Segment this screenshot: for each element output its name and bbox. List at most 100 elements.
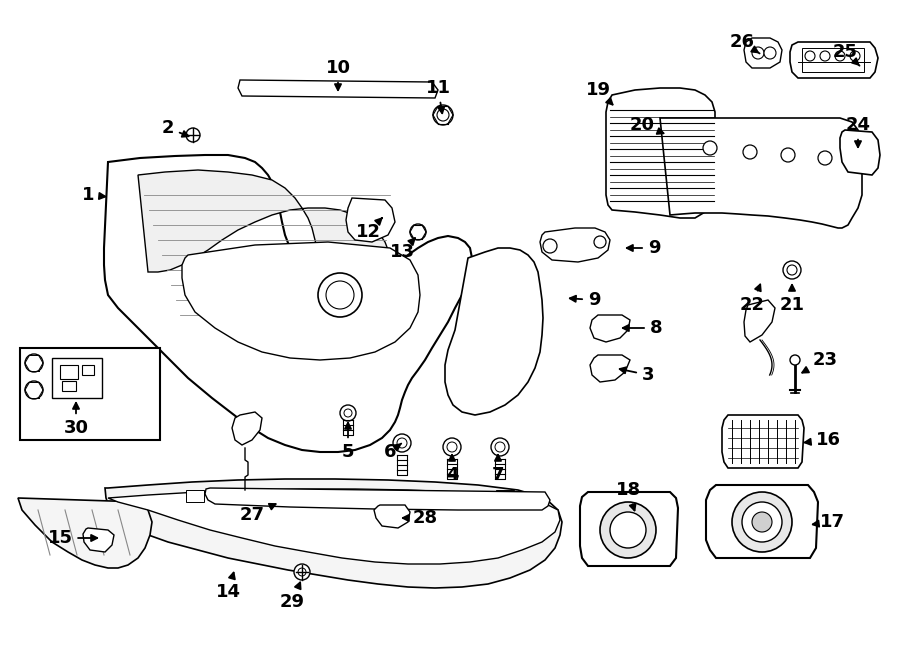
Circle shape [344, 409, 352, 417]
Circle shape [186, 128, 200, 142]
Circle shape [752, 47, 764, 59]
Circle shape [732, 492, 792, 552]
Polygon shape [540, 228, 610, 262]
Text: 25: 25 [832, 43, 859, 66]
Text: 28: 28 [403, 509, 437, 527]
Text: 4: 4 [446, 455, 458, 484]
Circle shape [594, 236, 606, 248]
Polygon shape [590, 355, 630, 382]
Circle shape [742, 502, 782, 542]
Text: 17: 17 [813, 513, 844, 531]
Circle shape [25, 381, 43, 399]
Circle shape [610, 512, 646, 548]
Text: 9: 9 [626, 239, 661, 257]
Polygon shape [580, 492, 678, 566]
Circle shape [600, 502, 656, 558]
Bar [20, 348, 160, 440]
Circle shape [703, 141, 717, 155]
Circle shape [437, 109, 449, 121]
Polygon shape [840, 130, 880, 175]
Circle shape [25, 354, 43, 372]
Text: 5: 5 [342, 423, 355, 461]
Polygon shape [346, 198, 395, 242]
Circle shape [410, 224, 426, 240]
Circle shape [491, 438, 509, 456]
Polygon shape [261, 490, 279, 502]
Polygon shape [606, 88, 715, 218]
Polygon shape [232, 412, 262, 445]
Polygon shape [445, 248, 543, 415]
Text: 12: 12 [356, 218, 382, 241]
Circle shape [443, 438, 461, 456]
Text: 3: 3 [620, 366, 654, 384]
Circle shape [447, 442, 457, 452]
Circle shape [326, 281, 354, 309]
Circle shape [752, 512, 772, 532]
Text: 9: 9 [570, 291, 600, 309]
Circle shape [790, 355, 800, 365]
Circle shape [835, 51, 845, 61]
Circle shape [787, 265, 797, 275]
Circle shape [543, 239, 557, 253]
Circle shape [805, 51, 815, 61]
Text: 27: 27 [239, 504, 275, 524]
Circle shape [818, 151, 832, 165]
Text: 29: 29 [280, 583, 304, 611]
Text: 10: 10 [326, 59, 350, 90]
Text: 15: 15 [48, 529, 97, 547]
Circle shape [318, 273, 362, 317]
Bar [62, 381, 76, 391]
Polygon shape [744, 38, 782, 68]
Polygon shape [722, 415, 804, 468]
Circle shape [743, 145, 757, 159]
Text: 14: 14 [215, 573, 240, 601]
Text: 7: 7 [491, 455, 504, 484]
Text: 23: 23 [802, 351, 838, 373]
Text: 24: 24 [845, 116, 870, 147]
Circle shape [433, 105, 453, 125]
Circle shape [495, 442, 505, 452]
Polygon shape [419, 490, 437, 502]
Text: 26: 26 [730, 33, 760, 54]
Text: 8: 8 [623, 319, 662, 337]
Polygon shape [18, 498, 152, 568]
Circle shape [820, 51, 830, 61]
Circle shape [393, 434, 411, 452]
Circle shape [340, 405, 356, 421]
Bar [82, 365, 94, 375]
Polygon shape [205, 488, 550, 510]
Text: 1: 1 [82, 186, 105, 204]
Polygon shape [238, 80, 438, 98]
Text: 22: 22 [740, 285, 764, 314]
Circle shape [781, 148, 795, 162]
Polygon shape [496, 490, 514, 502]
Bar [802, 48, 864, 72]
Text: 11: 11 [426, 79, 451, 113]
Polygon shape [52, 358, 102, 398]
Circle shape [764, 47, 776, 59]
Polygon shape [138, 170, 392, 325]
Circle shape [850, 51, 860, 61]
Polygon shape [104, 155, 472, 452]
Circle shape [298, 568, 306, 576]
Circle shape [397, 438, 407, 448]
Text: 13: 13 [390, 238, 415, 261]
Polygon shape [706, 485, 818, 558]
Polygon shape [105, 479, 562, 588]
Polygon shape [186, 490, 204, 502]
Text: 21: 21 [779, 285, 805, 314]
Text: 20: 20 [629, 116, 663, 134]
Polygon shape [590, 315, 630, 342]
Polygon shape [790, 42, 878, 78]
Text: 19: 19 [586, 81, 613, 105]
Bar [60, 365, 78, 379]
Text: 30: 30 [64, 402, 88, 437]
Text: 6: 6 [383, 443, 401, 461]
Polygon shape [374, 505, 410, 528]
Text: 2: 2 [162, 119, 188, 137]
Polygon shape [182, 242, 420, 360]
Polygon shape [108, 489, 560, 564]
Circle shape [294, 564, 310, 580]
Polygon shape [339, 490, 357, 502]
Polygon shape [660, 118, 862, 228]
